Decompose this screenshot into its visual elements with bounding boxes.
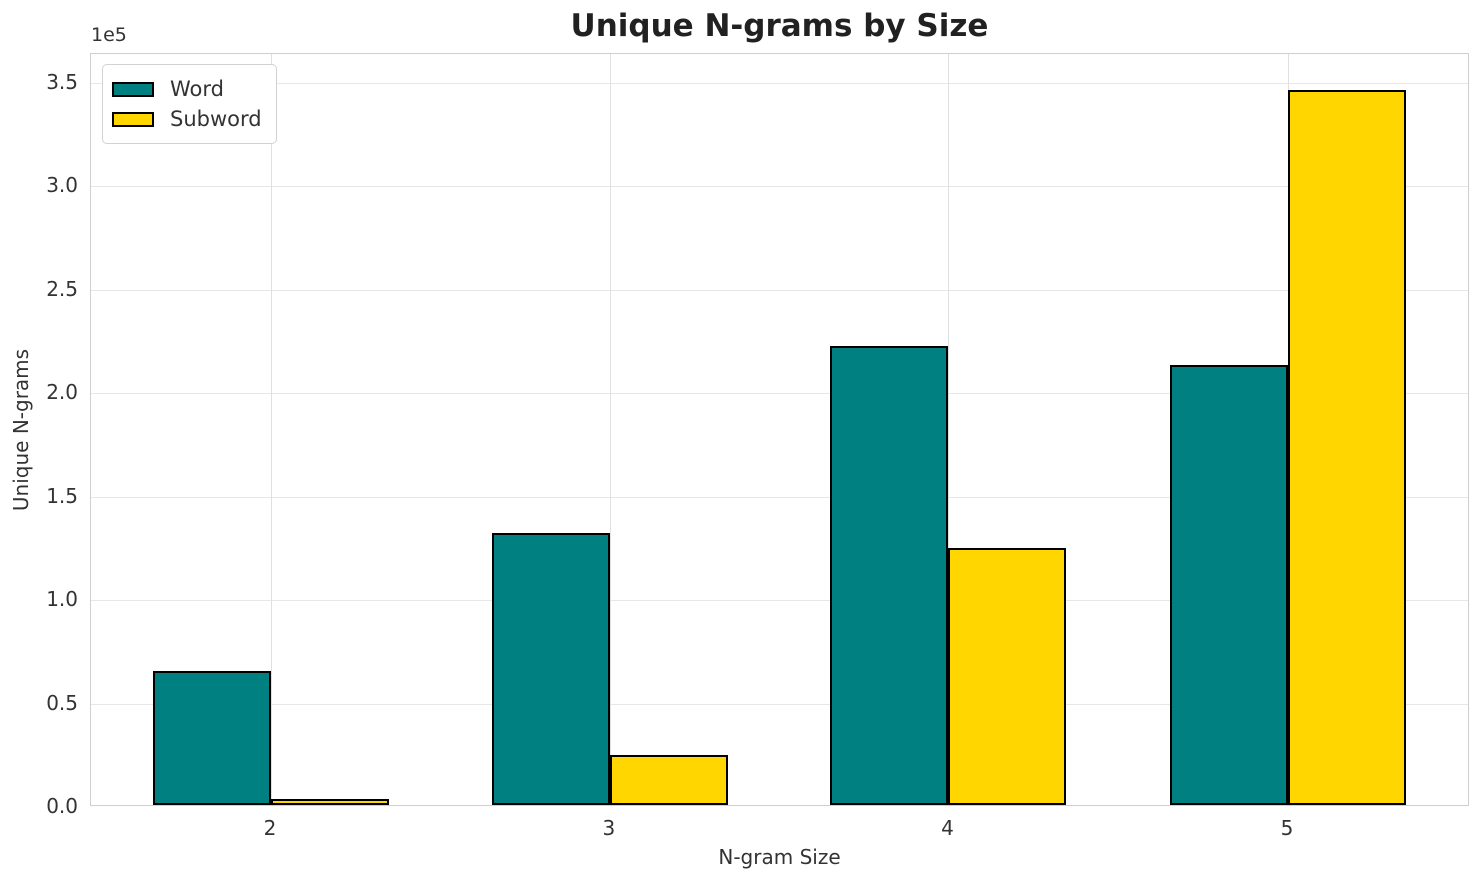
y-tick-label: 2.5	[46, 276, 78, 301]
x-tick-label: 2	[263, 816, 277, 840]
legend-entry-word: Word	[112, 74, 262, 104]
x-tick-label: 3	[602, 816, 616, 840]
x-axis-label: N-gram Size	[718, 845, 841, 869]
legend-entry-subword: Subword	[112, 104, 262, 134]
legend-swatch-subword	[112, 111, 154, 127]
bar-subword-n5	[1287, 89, 1406, 805]
gridline-horizontal	[91, 496, 1468, 498]
gridline-horizontal	[91, 393, 1468, 395]
gridline-vertical	[948, 54, 950, 805]
gridline-horizontal	[91, 600, 1468, 602]
bar-subword-n3	[609, 754, 728, 805]
gridline-vertical	[270, 54, 272, 805]
y-tick-label: 1.5	[46, 483, 78, 508]
plot-area: Word Subword	[90, 53, 1469, 806]
bar-subword-n2	[270, 799, 389, 805]
bar-word-n4	[830, 346, 949, 805]
legend-label-word: Word	[170, 77, 224, 101]
y-tick-label: 3.0	[46, 173, 78, 198]
x-tick-label: 4	[941, 816, 954, 840]
gridline-vertical	[609, 54, 611, 805]
bar-word-n3	[491, 533, 610, 805]
gridline-horizontal	[91, 703, 1468, 705]
bar-subword-n4	[948, 548, 1067, 805]
gridline-horizontal	[91, 82, 1468, 84]
gridline-horizontal	[91, 289, 1468, 291]
x-tick-label: 5	[1280, 816, 1294, 840]
gridline-horizontal	[91, 186, 1468, 188]
y-tick-label: 2.0	[46, 380, 78, 405]
y-tick-label: 0.5	[46, 690, 78, 715]
legend-swatch-word	[112, 81, 154, 97]
y-axis-offset-text: 1e5	[91, 24, 127, 46]
bar-word-n2	[152, 670, 271, 805]
bar-word-n5	[1169, 365, 1288, 805]
y-tick-label: 3.5	[46, 69, 78, 94]
chart-title: Unique N-grams by Size	[570, 8, 989, 44]
legend-label-subword: Subword	[170, 107, 262, 131]
y-tick-label: 0.0	[46, 794, 78, 818]
legend: Word Subword	[102, 64, 277, 144]
y-tick-label: 1.0	[46, 587, 78, 612]
